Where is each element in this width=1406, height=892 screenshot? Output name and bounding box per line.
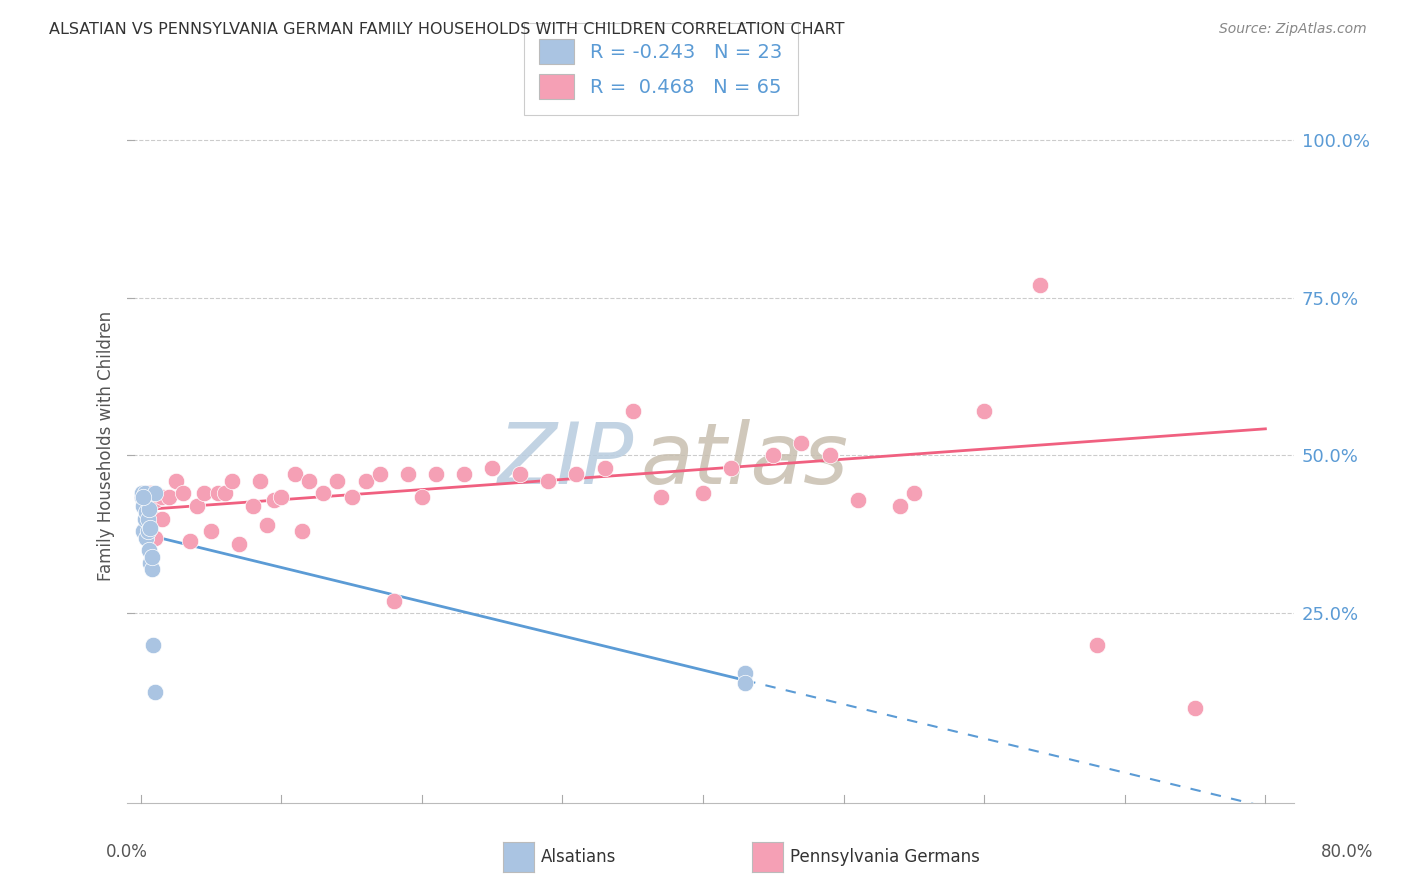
Point [249,474,271,488]
Point [134,486,156,500]
Point [593,461,616,475]
Text: ALSATIAN VS PENNSYLVANIA GERMAN FAMILY HOUSEHOLDS WITH CHILDREN CORRELATION CHAR: ALSATIAN VS PENNSYLVANIA GERMAN FAMILY H… [49,22,845,37]
Point [790,435,813,450]
Point [142,492,165,507]
Point [132,490,155,504]
Point [453,467,475,482]
Point [142,638,165,652]
Point [134,511,156,525]
Point [138,486,160,500]
Point [132,486,155,500]
Point [134,490,156,504]
Point [692,486,714,500]
Point [134,524,156,539]
Text: Pennsylvania Germans: Pennsylvania Germans [790,848,980,866]
Point [139,521,162,535]
Point [242,499,264,513]
Point [135,505,157,519]
Point [1184,701,1206,715]
Point [1085,638,1108,652]
Point [846,492,869,507]
Point [221,474,243,488]
Point [903,486,925,500]
Point [537,474,560,488]
Point [270,490,292,504]
Point [165,474,187,488]
Point [136,511,159,525]
Point [141,562,163,576]
Point [179,533,201,548]
Y-axis label: Family Households with Children: Family Households with Children [97,311,115,581]
Point [131,490,153,504]
Point [354,474,377,488]
Point [132,524,155,539]
Point [382,593,405,607]
Point [509,467,531,482]
Point [650,490,672,504]
Legend: R = -0.243   N = 23, R =  0.468   N = 65: R = -0.243 N = 23, R = 0.468 N = 65 [524,23,797,115]
Point [150,490,173,504]
Text: atlas: atlas [640,418,848,502]
Point [138,502,160,516]
Text: Source: ZipAtlas.com: Source: ZipAtlas.com [1219,22,1367,37]
Point [481,461,503,475]
Point [256,517,278,532]
Text: Alsatians: Alsatians [541,848,617,866]
Point [135,531,157,545]
Point [143,531,166,545]
Point [141,549,163,564]
Point [720,461,742,475]
Point [734,666,756,681]
Point [973,404,995,418]
Point [143,492,166,507]
Point [818,449,841,463]
Point [132,499,155,513]
Point [200,524,222,539]
Point [565,467,588,482]
Point [284,467,307,482]
Point [425,467,447,482]
Point [172,486,194,500]
Point [228,537,250,551]
Point [186,499,208,513]
Point [143,511,166,525]
Point [136,492,159,507]
Point [396,467,419,482]
Point [136,490,159,504]
Point [368,467,391,482]
Point [207,486,229,500]
Point [193,486,215,500]
Point [139,486,162,500]
Point [131,486,153,500]
Point [291,524,314,539]
Point [139,556,162,570]
Text: ZIP: ZIP [498,418,634,502]
Point [621,404,644,418]
Point [411,490,433,504]
Point [326,474,349,488]
Point [157,490,180,504]
Point [150,511,173,525]
Point [762,449,785,463]
Point [312,486,335,500]
Point [1029,277,1052,292]
Point [138,543,160,558]
Point [734,675,756,690]
Text: 0.0%: 0.0% [105,843,148,861]
Point [143,685,166,699]
Text: 80.0%: 80.0% [1320,843,1374,861]
Point [143,486,166,500]
Point [263,492,285,507]
Point [134,492,156,507]
Point [131,490,153,504]
Point [136,524,159,539]
Point [340,490,363,504]
Point [141,490,163,504]
Point [141,492,163,507]
Point [298,474,321,488]
Point [889,499,911,513]
Point [214,486,236,500]
